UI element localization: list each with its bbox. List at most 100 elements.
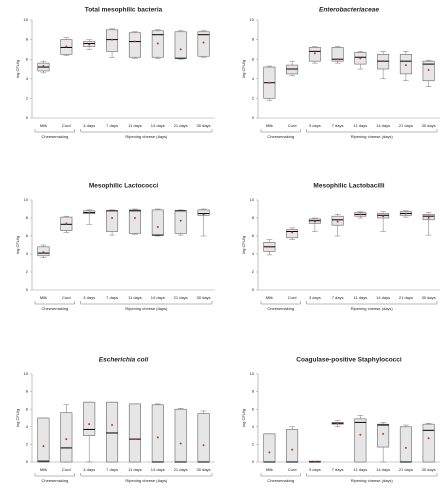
box <box>197 31 210 57</box>
x-tick-label: 3 days <box>309 123 321 128</box>
mean <box>42 65 45 68</box>
x-tick-label: 7 days <box>106 295 118 300</box>
group-label: Ripening cheese (days) <box>125 478 168 483</box>
box <box>174 31 187 59</box>
y-tick-label: 6 <box>252 406 255 411</box>
y-tick-label: 2 <box>26 95 29 100</box>
y-tick-label: 6 <box>26 56 29 61</box>
group-label: Ripening cheese (days) <box>125 134 168 139</box>
group-label: Cheesemaking <box>267 134 294 139</box>
mean <box>313 52 316 55</box>
mean <box>268 245 271 248</box>
x-tick-label: Milk <box>266 467 273 472</box>
box <box>60 412 73 463</box>
y-tick-label: 4 <box>26 251 29 256</box>
y-axis-label: log CFU/g <box>241 236 246 254</box>
mean <box>202 444 205 447</box>
mean <box>88 211 91 214</box>
x-tick-label: Milk <box>266 295 273 300</box>
group-label: Ripening cheese (days) <box>125 306 168 311</box>
x-tick-label: 14 days <box>151 295 165 300</box>
panel-title: Coagulase-positive Staphylococci <box>296 357 402 364</box>
box <box>174 210 187 234</box>
x-tick-label: 11 days <box>354 467 368 472</box>
y-tick-label: 4 <box>252 76 255 81</box>
x-tick-label: 3 days <box>83 123 95 128</box>
y-tick-label: 0 <box>252 287 255 292</box>
y-tick-label: 10 <box>250 17 255 22</box>
box <box>151 209 164 236</box>
x-tick-label: Milk <box>40 295 47 300</box>
y-axis-label: log CFU/g <box>15 236 20 254</box>
mean <box>427 217 430 219</box>
group-bracket <box>34 473 75 477</box>
x-tick-label: 11 days <box>128 123 142 128</box>
y-axis-label: log CFU/g <box>15 60 20 78</box>
x-tick-label: 14 days <box>376 123 390 128</box>
mean <box>404 212 407 215</box>
box <box>128 209 141 234</box>
box <box>151 404 164 463</box>
mean <box>179 219 182 222</box>
group-bracket <box>306 129 438 133</box>
mean <box>291 231 294 234</box>
box <box>377 423 390 448</box>
group-label: Cheesemaking <box>42 134 69 139</box>
x-tick-label: 14 days <box>376 295 390 300</box>
y-tick-label: 0 <box>26 115 29 120</box>
group-label: Ripening cheese (days) <box>351 478 394 483</box>
y-tick-label: 0 <box>26 287 29 292</box>
y-tick-label: 4 <box>26 424 29 429</box>
box <box>106 210 119 232</box>
x-tick-label: 21 days <box>174 295 188 300</box>
mean <box>111 38 114 41</box>
box <box>354 418 367 463</box>
box <box>106 401 119 463</box>
box <box>174 408 187 463</box>
x-tick-label: 7 days <box>106 467 118 472</box>
mean <box>336 58 339 61</box>
box <box>197 413 210 463</box>
panel-title: Escherichia coli <box>99 357 149 364</box>
x-tick-label: Curd <box>62 295 71 300</box>
x-tick-label: 21 days <box>174 123 188 128</box>
y-tick-label: 6 <box>252 233 255 238</box>
mean <box>427 68 430 71</box>
x-tick-label: 11 days <box>354 123 368 128</box>
group-bracket <box>260 129 301 133</box>
mean <box>336 220 339 223</box>
mean <box>42 251 45 254</box>
x-tick-label: 14 days <box>151 467 165 472</box>
y-tick-label: 10 <box>24 371 29 376</box>
y-tick-label: 10 <box>250 371 255 376</box>
y-tick-label: 6 <box>26 233 29 238</box>
group-bracket <box>80 473 213 477</box>
group-label: Ripening cheese (days) <box>351 306 394 311</box>
y-tick-label: 10 <box>24 197 29 202</box>
x-tick-label: 21 days <box>399 123 413 128</box>
group-bracket <box>80 301 213 305</box>
box <box>263 433 276 463</box>
x-tick-label: Curd <box>62 123 71 128</box>
group-label: Cheesemaking <box>267 306 294 311</box>
panel-title: Total mesophilic bacteria <box>85 7 163 14</box>
mean <box>65 45 68 48</box>
mean <box>65 222 68 225</box>
x-tick-label: 30 days <box>422 123 436 128</box>
box <box>422 423 435 463</box>
box <box>286 229 299 239</box>
mean <box>111 424 114 427</box>
y-tick-label: 0 <box>252 459 255 464</box>
y-tick-label: 8 <box>26 37 29 42</box>
panel-title: Enterobacteriaceae <box>319 7 379 14</box>
box <box>37 417 50 463</box>
box <box>128 32 141 58</box>
mean <box>65 438 68 441</box>
mean <box>427 437 430 440</box>
y-axis-label: log CFU/g <box>241 60 246 78</box>
x-tick-label: Milk <box>40 123 47 128</box>
mean <box>291 68 294 70</box>
x-tick-label: 7 days <box>332 123 344 128</box>
mean <box>133 438 136 441</box>
